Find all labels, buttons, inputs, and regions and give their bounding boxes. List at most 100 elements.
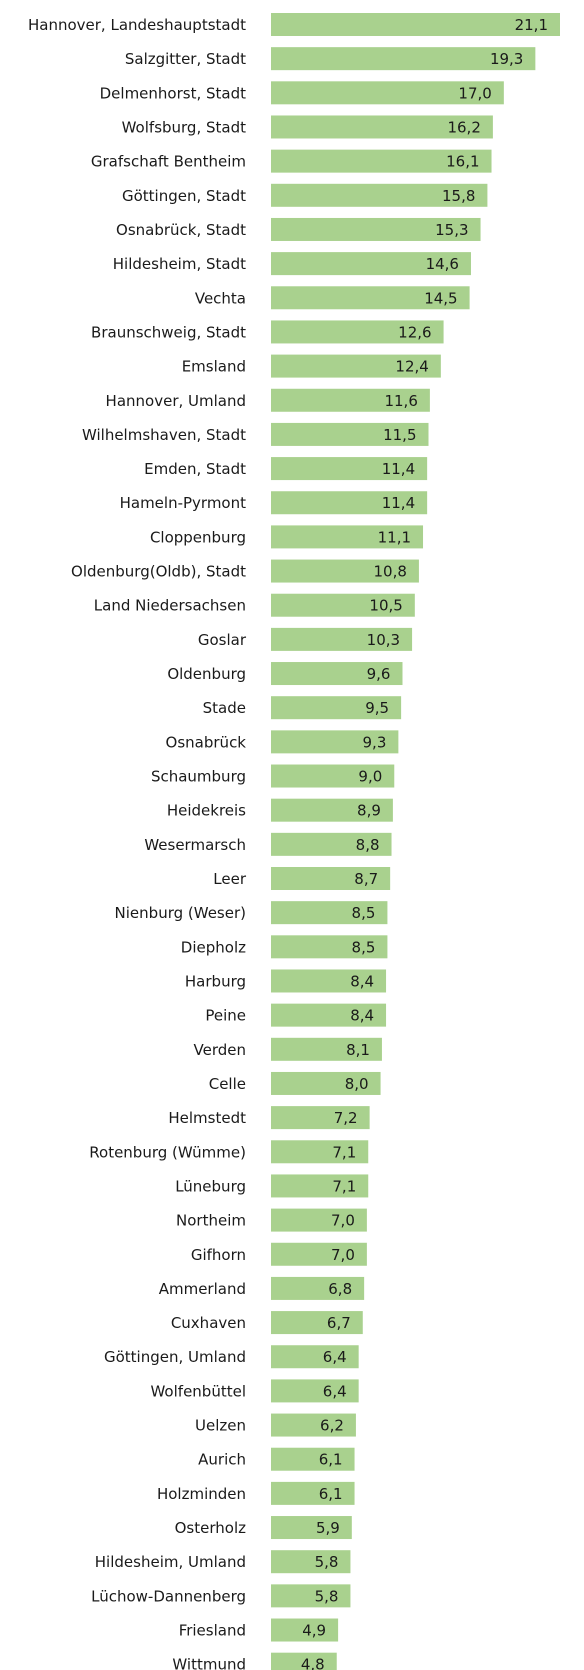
value-label: 15,3 — [435, 221, 468, 239]
bar — [271, 183, 488, 207]
value-label: 12,4 — [395, 358, 428, 376]
value-label: 6,1 — [319, 1451, 343, 1469]
category-labels: Hannover, Landeshauptstadt Salzgitter, St… — [28, 16, 247, 1670]
bar — [271, 1584, 351, 1608]
bar — [271, 1106, 370, 1130]
category-label: Nienburg (Weser) — [115, 904, 246, 922]
value-label: 15,8 — [442, 187, 475, 205]
value-labels: 21,1 19,3 17,0 16,2 16,1 15,8 15,3 14,6 14,5 12,6… — [301, 16, 548, 1670]
bar — [271, 252, 471, 276]
category-label: Peine — [205, 1007, 246, 1025]
category-label: Osnabrück, Stadt — [116, 221, 246, 239]
bar — [271, 217, 481, 241]
category-label: Northeim — [176, 1212, 246, 1230]
bar — [271, 149, 492, 173]
value-label: 6,7 — [327, 1314, 351, 1332]
value-label: 8,9 — [357, 802, 381, 820]
category-label: Aurich — [198, 1451, 246, 1469]
value-label: 14,5 — [424, 289, 457, 307]
bar — [271, 627, 413, 651]
bar — [271, 1618, 339, 1642]
category-label: Wilhelmshaven, Stadt — [82, 426, 246, 444]
bar — [271, 1550, 351, 1574]
value-label: 9,0 — [358, 768, 382, 786]
bar — [271, 286, 470, 310]
bar — [271, 1379, 359, 1403]
value-label: 7,0 — [331, 1212, 355, 1230]
bar — [271, 422, 429, 446]
value-label: 7,1 — [332, 1177, 356, 1195]
value-label: 10,3 — [367, 631, 400, 649]
bar — [271, 115, 493, 139]
bar — [271, 559, 419, 583]
category-label: Cuxhaven — [171, 1314, 246, 1332]
category-label: Helmstedt — [168, 1109, 246, 1127]
category-label: Hannover, Umland — [106, 392, 246, 410]
bar — [271, 730, 399, 754]
value-label: 8,0 — [345, 1075, 369, 1093]
category-label: Delmenhorst, Stadt — [100, 84, 246, 102]
category-label: Oldenburg — [167, 665, 246, 683]
value-label: 9,6 — [367, 665, 391, 683]
bar — [271, 1311, 363, 1335]
value-label: 12,6 — [398, 323, 431, 341]
bar — [271, 1037, 382, 1061]
bar — [271, 525, 424, 549]
value-label: 5,9 — [316, 1519, 340, 1537]
category-label: Friesland — [179, 1622, 246, 1640]
value-label: 4,8 — [301, 1656, 325, 1670]
value-label: 8,4 — [350, 972, 374, 990]
category-label: Osterholz — [175, 1519, 246, 1537]
value-label: 8,5 — [352, 938, 376, 956]
bar — [271, 47, 536, 71]
category-label: Wesermarsch — [144, 836, 246, 854]
bar — [271, 832, 392, 856]
category-label: Osnabrück — [166, 733, 247, 751]
category-label: Göttingen, Stadt — [122, 187, 246, 205]
bar — [271, 388, 430, 412]
bar — [271, 81, 504, 105]
category-label: Schaumburg — [151, 768, 246, 786]
value-label: 11,5 — [383, 426, 416, 444]
bar — [271, 1208, 367, 1232]
category-label: Wolfsburg, Stadt — [122, 118, 246, 136]
category-label: Leer — [213, 870, 247, 888]
category-label: Emden, Stadt — [144, 460, 246, 478]
value-label: 5,8 — [315, 1587, 339, 1605]
category-label: Ammerland — [159, 1280, 246, 1298]
category-label: Diepholz — [181, 938, 246, 956]
category-label: Göttingen, Umland — [104, 1348, 246, 1366]
category-label: Grafschaft Bentheim — [91, 153, 246, 171]
value-label: 5,8 — [315, 1553, 339, 1571]
value-label: 11,4 — [382, 494, 415, 512]
bar — [271, 457, 428, 481]
bar — [271, 320, 444, 344]
category-label: Verden — [194, 1041, 247, 1059]
category-label: Emsland — [182, 358, 246, 376]
category-label: Wittmund — [172, 1656, 246, 1670]
category-label: Braunschweig, Stadt — [91, 323, 246, 341]
value-label: 11,1 — [378, 528, 411, 546]
value-label: 19,3 — [490, 50, 523, 68]
category-label: Hameln-Pyrmont — [120, 494, 247, 512]
value-label: 17,0 — [458, 84, 491, 102]
bar — [271, 1413, 356, 1437]
bars — [271, 13, 560, 1670]
bar — [271, 1242, 367, 1266]
value-label: 10,8 — [374, 563, 407, 581]
bar — [271, 1140, 369, 1164]
value-label: 14,6 — [426, 255, 459, 273]
bar — [271, 764, 395, 788]
bar — [271, 593, 415, 617]
category-label: Hildesheim, Umland — [95, 1553, 246, 1571]
category-label: Stade — [203, 699, 246, 717]
value-label: 6,8 — [328, 1280, 352, 1298]
category-label: Hannover, Landeshauptstadt — [28, 16, 246, 34]
value-label: 9,3 — [363, 733, 387, 751]
value-label: 8,8 — [356, 836, 380, 854]
bar — [271, 1481, 355, 1505]
bar — [271, 491, 428, 515]
category-label: Vechta — [195, 289, 246, 307]
category-label: Holzminden — [157, 1485, 246, 1503]
value-label: 16,1 — [446, 153, 479, 171]
